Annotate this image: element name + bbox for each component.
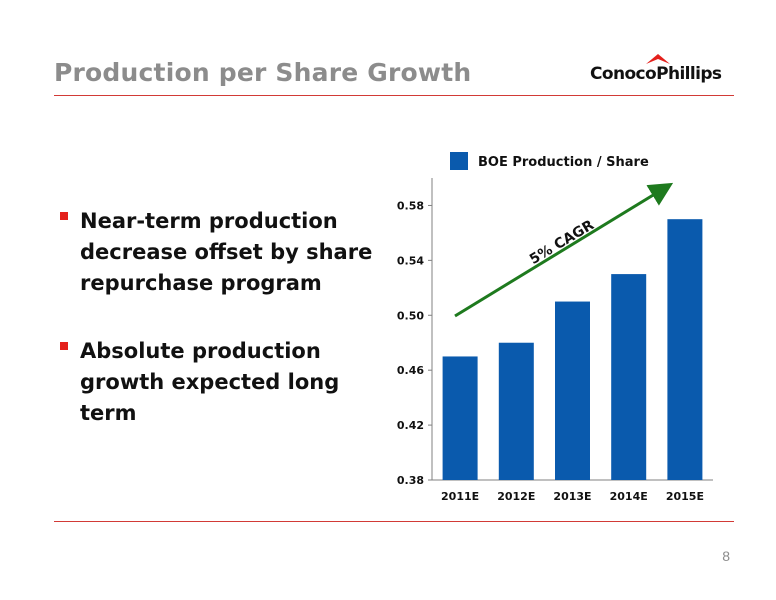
- bar: [442, 356, 478, 480]
- x-tick-label: 2014E: [610, 490, 648, 503]
- bar: [498, 342, 534, 480]
- y-tick-label: 0.46: [397, 364, 424, 377]
- bullet-text: Near-term production decrease offset by …: [80, 209, 373, 295]
- x-tick-label: 2013E: [553, 490, 591, 503]
- company-logo: ConocoPhillips: [590, 52, 730, 92]
- bullet-square-icon: [60, 342, 68, 350]
- x-tick-label: 2011E: [441, 490, 479, 503]
- y-tick-label: 0.58: [397, 199, 424, 212]
- cagr-arrow: [454, 182, 674, 318]
- bar: [555, 301, 590, 480]
- y-tick-label: 0.42: [397, 419, 424, 432]
- bullet-square-icon: [60, 212, 68, 220]
- bullet-list: Near-term production decrease offset by …: [58, 206, 378, 466]
- legend-label: BOE Production / Share: [478, 155, 649, 170]
- logo-mark-icon: [646, 54, 670, 64]
- bullet-text: Absolute production growth expected long…: [80, 339, 340, 425]
- production-chart: 0.38 0.42 0.46 0.50 0.54 0.58 2011E 2012E 2013E 2…: [390, 140, 720, 520]
- bullet-item: Absolute production growth expected long…: [58, 336, 378, 429]
- x-tick-label: 2012E: [497, 490, 535, 503]
- footer-divider: [54, 521, 734, 522]
- logo-text: ConocoPhillips: [590, 64, 722, 84]
- cagr-label: 5% CAGR: [527, 217, 597, 268]
- legend-swatch: [450, 152, 468, 170]
- title-divider: [54, 95, 734, 96]
- y-tick-label: 0.50: [397, 309, 424, 322]
- page-number: 8: [722, 548, 730, 564]
- y-tick-label: 0.38: [397, 474, 424, 487]
- bar: [667, 219, 703, 480]
- x-tick-label: 2015E: [666, 490, 704, 503]
- chart-svg: 0.38 0.42 0.46 0.50 0.54 0.58 2011E 2012E 2013E 2…: [397, 152, 713, 503]
- y-tick-label: 0.54: [397, 254, 424, 267]
- slide-title: Production per Share Growth: [54, 58, 472, 87]
- bullet-item: Near-term production decrease offset by …: [58, 206, 378, 299]
- bar: [611, 274, 647, 480]
